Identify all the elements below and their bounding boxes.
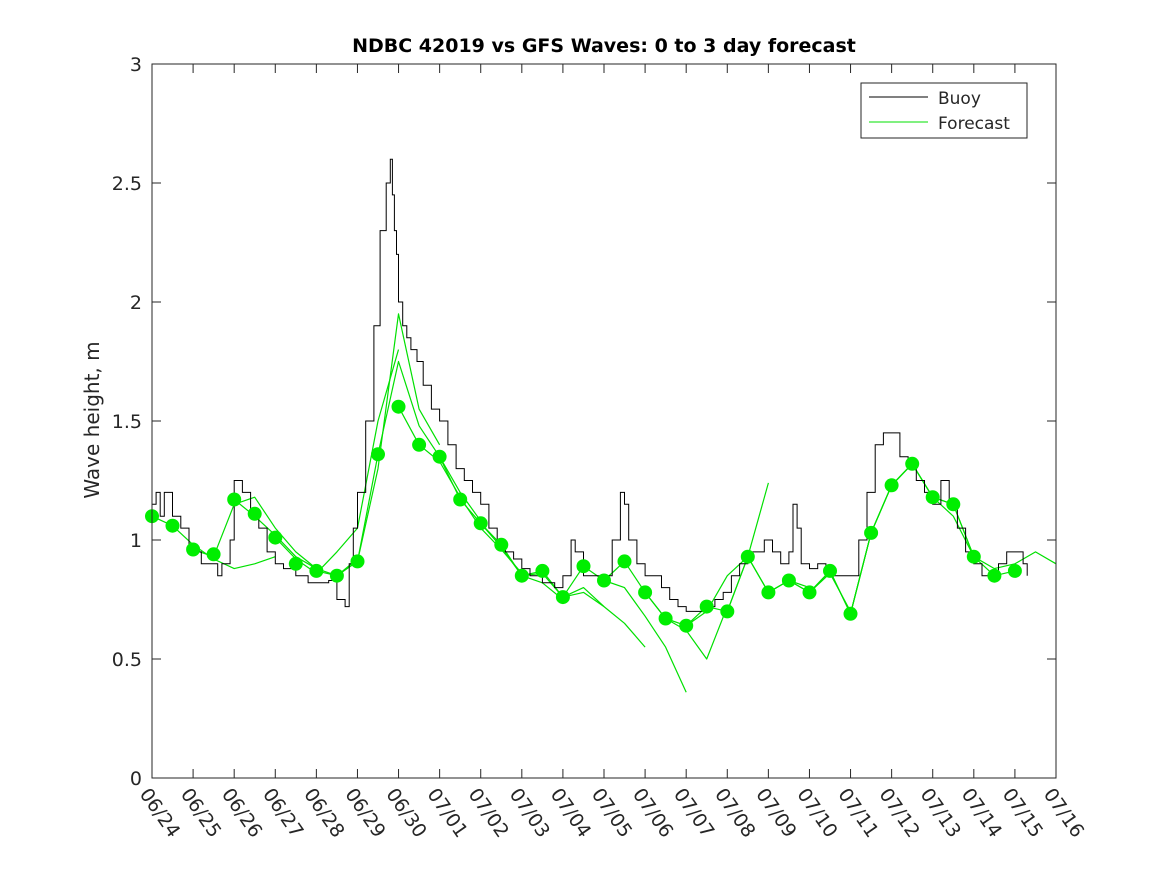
y-tick-label: 1 [130,530,142,552]
forecast-marker [165,518,180,533]
forecast-marker [247,506,262,521]
forecast-marker [679,618,694,633]
forecast-marker [576,559,591,574]
forecast-marker [761,585,776,600]
forecast-marker [473,516,488,531]
forecast-marker [843,606,858,621]
y-axis-label: Wave height, m [80,341,104,498]
forecast-marker [925,490,940,505]
forecast-marker [802,585,817,600]
forecast-marker [987,568,1002,583]
forecast-marker [186,542,201,557]
forecast-marker [699,599,714,614]
forecast-marker [309,563,324,578]
y-tick-label: 2.5 [112,173,142,195]
forecast-marker [535,563,550,578]
forecast-marker [371,447,385,462]
forecast-marker [781,573,796,588]
forecast-marker [350,554,365,569]
forecast-marker [740,549,755,564]
chart-title: NDBC 42019 vs GFS Waves: 0 to 3 day fore… [352,35,856,57]
forecast-marker [638,585,653,600]
forecast-marker [658,611,673,626]
y-tick-label: 3 [130,54,142,76]
forecast-marker [227,492,242,507]
forecast-marker [288,556,303,571]
forecast-marker [514,568,529,583]
forecast-marker [720,604,735,619]
forecast-marker [905,456,920,471]
forecast-marker [966,549,981,564]
y-tick-label: 0.5 [112,649,142,671]
y-tick-label: 2 [130,292,142,314]
forecast-marker [946,497,961,512]
y-axis: 0 0.5 1 1.5 2 2.5 3 [112,54,1056,790]
forecast-marker [268,530,283,545]
forecast-marker [864,525,879,540]
legend-forecast-label: Forecast [938,114,1010,134]
forecast-marker [412,437,427,452]
forecast-marker [823,563,837,578]
forecast-marker [1007,563,1022,578]
forecast-marker [329,568,344,583]
legend-box [860,82,1028,139]
legend-buoy-label: Buoy [938,89,981,109]
forecast-marker [432,449,447,464]
y-tick-label: 1.5 [112,411,142,433]
forecast-marker [597,573,611,588]
plot-markers [145,399,1022,633]
forecast-marker [555,590,570,605]
forecast-marker [453,492,468,507]
y-tick-label: 0 [130,768,142,790]
forecast-line [932,496,1057,570]
forecast-marker [617,554,632,569]
legend: Buoy Forecast [860,82,1028,139]
forecast-marker [391,399,406,414]
forecast-marker [206,547,221,562]
forecast-marker [494,537,509,552]
forecast-marker [884,478,899,493]
